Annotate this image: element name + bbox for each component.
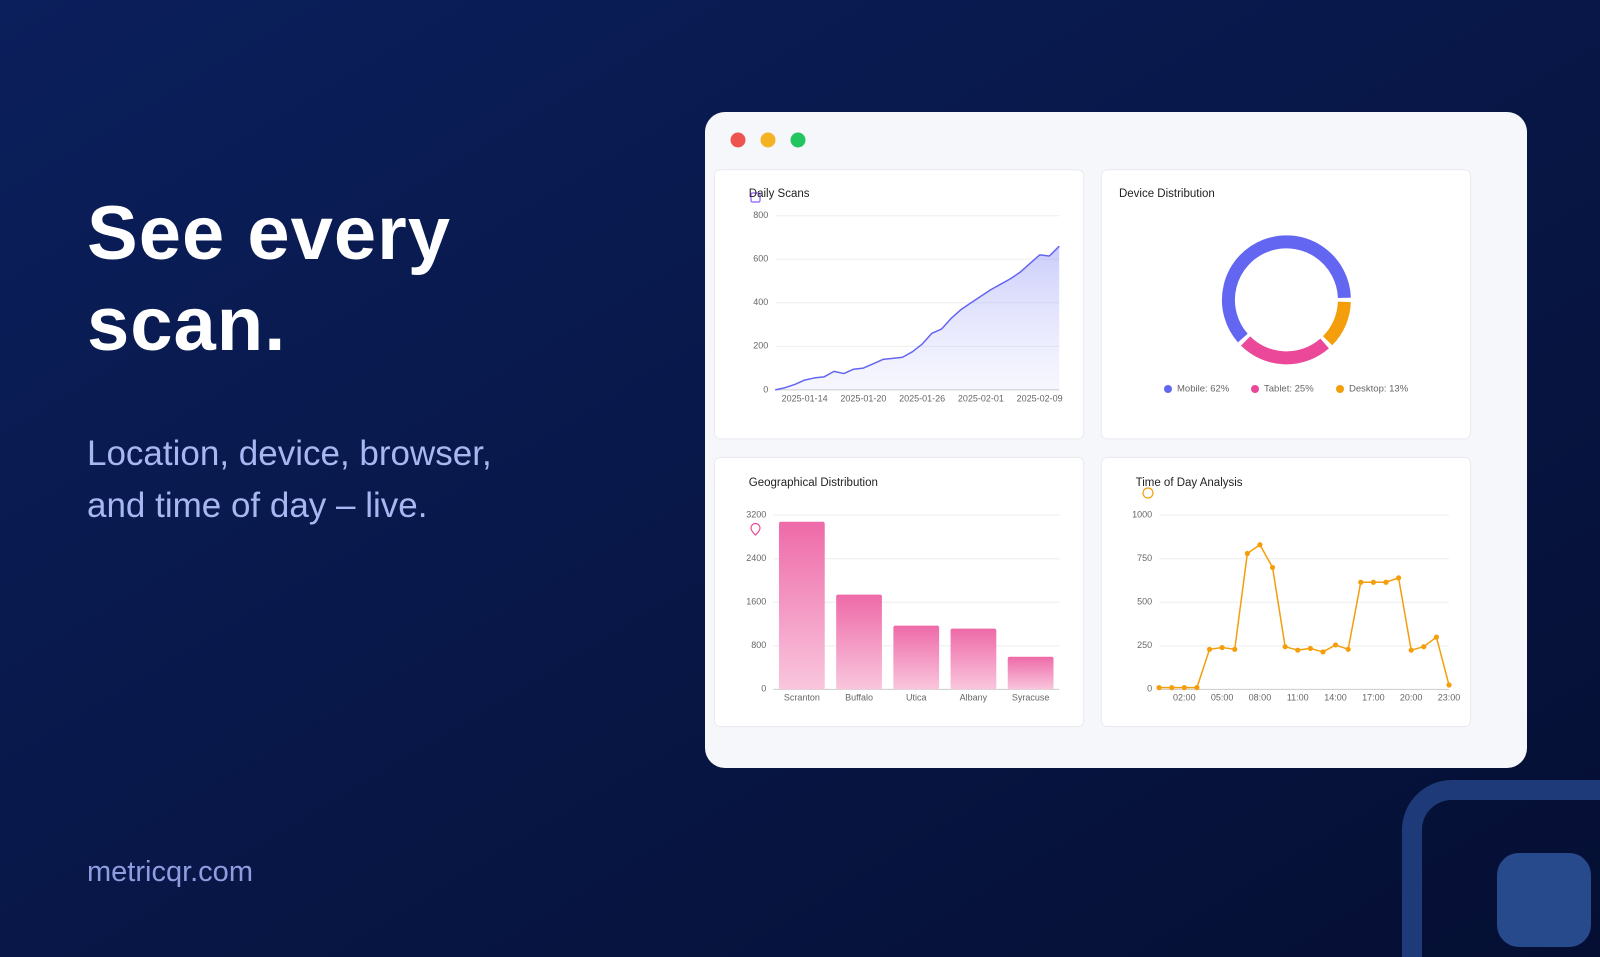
line (1159, 544, 1450, 689)
y-tick-label: 0 (761, 684, 766, 694)
y-tick-label: 2400 (746, 553, 766, 563)
x-tick-label: 05:00 (1211, 693, 1234, 703)
point (1156, 685, 1162, 691)
card-title: Geographical Distribution (749, 477, 878, 489)
point (1169, 685, 1175, 691)
x-tick-label: 2025-01-20 (840, 393, 886, 403)
decor-frame (1402, 780, 1600, 957)
headline: See every scan. (87, 191, 451, 367)
area-fill (775, 246, 1060, 390)
x-tick-label: 20:00 (1400, 693, 1423, 703)
point (1219, 644, 1225, 651)
point (1257, 542, 1263, 548)
x-tick-label: Buffalo (845, 693, 873, 703)
window-close[interactable] (730, 132, 746, 148)
point (1332, 642, 1339, 648)
point (1320, 649, 1326, 655)
legend-swatch (1251, 385, 1259, 393)
card-title: Device Distribution (1119, 188, 1215, 200)
card-title: Daily Scans (749, 188, 810, 200)
subheadline: Location, device, browser, and time of d… (87, 434, 492, 525)
point (1307, 645, 1313, 652)
point (1433, 634, 1439, 640)
y-tick-label: 0 (1147, 684, 1152, 694)
y-tick-label: 600 (753, 254, 768, 264)
pin-icon (750, 522, 761, 536)
window-minimize[interactable] (760, 132, 776, 148)
donut-segment (1240, 336, 1329, 365)
x-tick-label: Syracuse (1012, 693, 1050, 703)
x-tick-label: 11:00 (1287, 693, 1309, 703)
bar (1007, 656, 1054, 690)
x-tick-label: Albany (960, 693, 988, 703)
x-tick-label: 14:00 (1324, 693, 1347, 703)
y-tick-label: 800 (751, 640, 766, 650)
x-tick-label: 2025-01-26 (899, 393, 945, 403)
point (1370, 579, 1376, 585)
point (1383, 579, 1389, 585)
x-tick-label: Utica (906, 693, 927, 703)
donut-segment (1322, 301, 1351, 346)
y-tick-label: 1600 (746, 597, 766, 607)
point (1295, 647, 1301, 653)
calendar-icon (750, 192, 761, 203)
y-tick-label: 250 (1137, 640, 1152, 650)
point (1446, 682, 1452, 688)
point (1244, 550, 1250, 557)
point (1194, 685, 1200, 691)
card (1100, 169, 1472, 440)
y-tick-label: 200 (753, 341, 768, 351)
clock-icon (1142, 487, 1154, 499)
legend-label: Desktop: 13% (1349, 384, 1409, 395)
x-tick-label: Scranton (784, 693, 820, 703)
site-url: metricqr.com (87, 856, 253, 888)
x-tick-label: 02:00 (1173, 693, 1196, 703)
legend-label: Tablet: 25% (1264, 384, 1314, 395)
card (1100, 456, 1472, 728)
bar (836, 594, 882, 690)
point (1206, 646, 1213, 652)
donut-segment (1221, 235, 1351, 343)
point (1358, 579, 1364, 585)
bar (950, 628, 997, 690)
y-tick-label: 3200 (746, 510, 766, 520)
point (1408, 647, 1414, 653)
legend-label: Mobile: 62% (1177, 384, 1230, 395)
x-tick-label: 17:00 (1362, 693, 1385, 703)
y-tick-label: 0 (763, 384, 768, 394)
point (1395, 575, 1402, 581)
legend-swatch (1164, 385, 1172, 393)
point (1232, 646, 1238, 652)
legend-swatch (1336, 385, 1344, 393)
x-tick-label: 2025-02-09 (1017, 393, 1063, 403)
y-tick-label: 750 (1137, 553, 1152, 563)
y-tick-label: 1000 (1132, 510, 1152, 520)
x-tick-label: 23:00 (1438, 693, 1461, 703)
x-tick-label: 2025-01-14 (782, 393, 828, 403)
bar (893, 625, 940, 690)
point (1269, 564, 1276, 571)
line (775, 245, 1060, 391)
y-tick-label: 400 (753, 297, 768, 307)
point (1282, 644, 1288, 650)
point (1421, 644, 1427, 650)
bar (778, 521, 825, 690)
point (1181, 685, 1187, 691)
x-tick-label: 2025-02-01 (958, 393, 1004, 403)
window-maximize[interactable] (790, 132, 806, 148)
x-tick-label: 08:00 (1249, 693, 1272, 703)
y-tick-label: 500 (1137, 597, 1152, 607)
card-title: Time of Day Analysis (1136, 477, 1243, 489)
y-tick-label: 800 (753, 210, 768, 220)
point (1345, 646, 1351, 652)
decor-square (1497, 853, 1591, 947)
